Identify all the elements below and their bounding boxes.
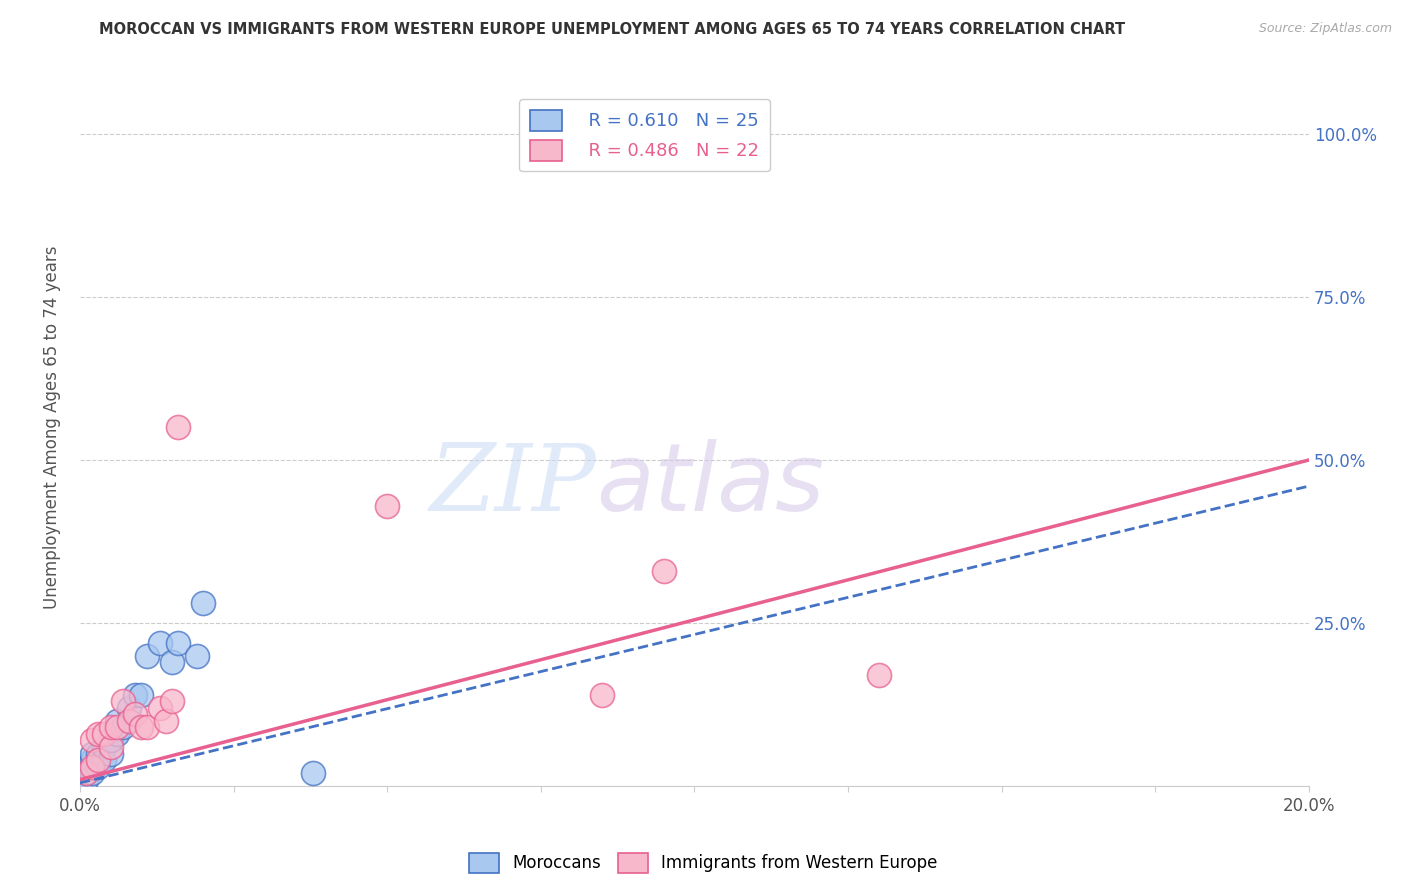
Point [118,701,141,715]
Point [75,759,97,773]
Point [591,688,613,702]
Point [124,688,146,702]
Point [191,597,214,611]
Point [149,635,172,649]
Point [82,733,104,747]
Point [302,766,325,780]
Point [75,766,97,780]
Point [87,747,110,761]
Point [105,721,128,735]
Y-axis label: Unemployment Among Ages 65 to 74 years: Unemployment Among Ages 65 to 74 years [44,245,60,609]
Point [868,668,890,682]
Point [82,753,104,767]
Point [124,707,146,722]
Point [131,688,153,702]
Point [100,721,122,735]
Point [100,733,122,747]
Point [136,721,159,735]
Point [111,694,134,708]
Text: Source: ZipAtlas.com: Source: ZipAtlas.com [1258,22,1392,36]
Point [87,759,110,773]
Point [93,739,115,754]
Text: ZIP: ZIP [429,440,596,530]
Point [155,714,177,728]
Point [93,727,115,741]
Point [105,727,128,741]
Point [93,753,115,767]
Text: MOROCCAN VS IMMIGRANTS FROM WESTERN EUROPE UNEMPLOYMENT AMONG AGES 65 TO 74 YEAR: MOROCCAN VS IMMIGRANTS FROM WESTERN EURO… [98,22,1125,37]
Point [167,420,190,434]
Point [186,648,208,663]
Point [87,753,110,767]
Point [111,721,134,735]
Point [118,714,141,728]
Point [75,772,97,787]
Point [160,655,183,669]
Point [87,727,110,741]
Legend: Moroccans, Immigrants from Western Europe: Moroccans, Immigrants from Western Europ… [463,847,943,880]
Point [652,564,675,578]
Point [375,499,398,513]
Legend:   R = 0.610   N = 25,   R = 0.486   N = 22: R = 0.610 N = 25, R = 0.486 N = 22 [519,99,769,171]
Point [82,747,104,761]
Point [100,739,122,754]
Point [149,701,172,715]
Text: atlas: atlas [596,439,824,530]
Point [136,648,159,663]
Point [75,766,97,780]
Point [160,694,183,708]
Point [167,635,190,649]
Point [82,759,104,773]
Point [100,747,122,761]
Point [131,721,153,735]
Point [105,714,128,728]
Point [82,766,104,780]
